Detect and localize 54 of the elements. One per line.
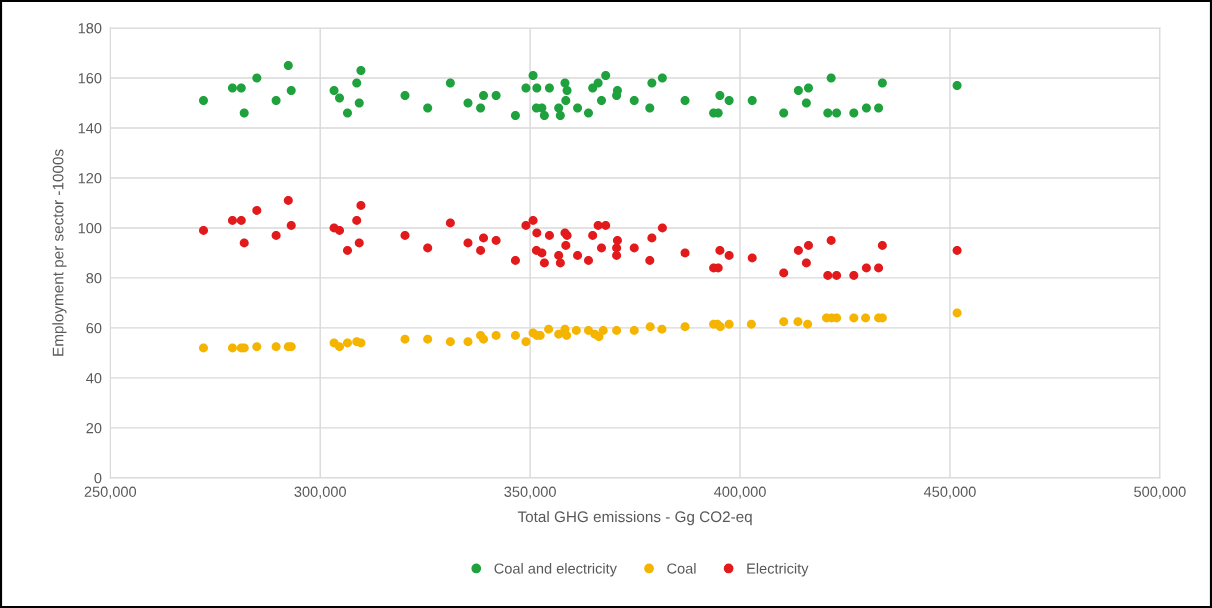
point <box>571 325 581 335</box>
point <box>657 324 667 334</box>
point <box>861 313 871 323</box>
point <box>227 343 237 353</box>
x-tick-label: 300,000 <box>294 486 346 499</box>
y-tick-label: 160 <box>78 73 102 84</box>
point <box>724 319 734 329</box>
point <box>343 338 352 348</box>
y-tick-label: 80 <box>86 273 102 284</box>
y-tick-label: 140 <box>78 123 102 134</box>
legend-label: Electricity <box>747 563 809 577</box>
y-tick-label: 100 <box>78 223 102 234</box>
y-tick-label: 120 <box>78 173 102 184</box>
legend-label: Coal <box>667 563 696 574</box>
y-tick-label: 40 <box>86 373 102 384</box>
x-tick-label: 500,000 <box>1134 486 1186 499</box>
x-axis-title: Total GHG emissions - Gg CO2-eq <box>517 510 752 526</box>
point <box>400 334 410 344</box>
point <box>803 319 813 329</box>
x-tick-label: 250,000 <box>84 486 137 499</box>
point <box>554 329 564 339</box>
point <box>779 317 789 327</box>
point <box>645 322 655 332</box>
point <box>793 317 803 327</box>
y-axis-title: Employment per sector -1000s <box>52 149 67 356</box>
point <box>199 343 208 353</box>
point <box>479 334 489 344</box>
point <box>544 324 554 334</box>
point <box>680 322 690 332</box>
point <box>746 319 756 329</box>
point <box>463 337 473 347</box>
legend-label: Coal and electricity <box>494 563 617 577</box>
point <box>335 342 345 352</box>
point <box>583 325 593 335</box>
y-tick-label: 180 <box>78 23 102 34</box>
y-tick-label: 20 <box>86 423 102 434</box>
point <box>271 342 281 352</box>
y-tick-label: 0 <box>94 472 102 484</box>
point <box>629 325 639 335</box>
x-tick-label: 450,000 <box>923 486 976 499</box>
point <box>598 325 608 335</box>
point <box>849 313 859 323</box>
point <box>952 308 962 318</box>
point <box>445 337 455 347</box>
y-tick-label: 60 <box>86 323 102 334</box>
x-tick-label: 350,000 <box>504 486 556 499</box>
point <box>491 330 501 340</box>
point <box>423 334 433 344</box>
x-tick-label: 400,000 <box>714 486 766 499</box>
point <box>510 330 520 340</box>
point <box>521 337 531 347</box>
point <box>562 330 572 340</box>
point <box>612 325 622 335</box>
point <box>252 342 262 352</box>
